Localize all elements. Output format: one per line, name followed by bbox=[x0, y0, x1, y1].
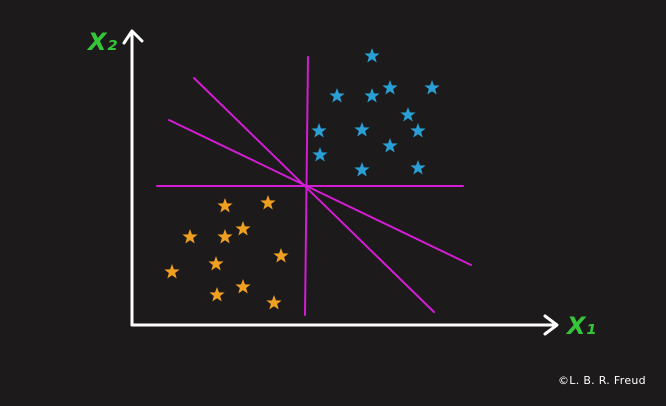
star-icon bbox=[354, 122, 370, 137]
star-icon bbox=[364, 48, 380, 63]
class-a-points bbox=[311, 48, 440, 177]
star-icon bbox=[182, 229, 198, 244]
star-icon bbox=[217, 229, 233, 244]
x2-axis-label: X₂ bbox=[86, 28, 118, 56]
star-icon bbox=[382, 80, 398, 95]
star-icon bbox=[410, 123, 426, 138]
star-icon bbox=[382, 138, 398, 153]
star-icon bbox=[208, 256, 224, 271]
star-icon bbox=[354, 162, 370, 177]
class-b-points bbox=[164, 195, 289, 310]
separating-lines bbox=[156, 56, 472, 316]
x1-axis-label: X₁ bbox=[565, 312, 596, 340]
star-icon bbox=[235, 279, 251, 294]
diagonal-line-shallow bbox=[168, 119, 472, 266]
diagonal-line-steep bbox=[193, 77, 435, 313]
star-icon bbox=[217, 198, 233, 213]
x2-arrowhead bbox=[122, 29, 144, 45]
star-icon bbox=[273, 248, 289, 263]
star-icon bbox=[164, 264, 180, 279]
star-icon bbox=[266, 295, 282, 310]
axes bbox=[122, 29, 559, 336]
star-icon bbox=[260, 195, 276, 210]
star-icon bbox=[424, 80, 440, 95]
star-icon bbox=[312, 147, 328, 162]
star-icon bbox=[235, 221, 251, 236]
star-icon bbox=[209, 287, 225, 302]
star-icon bbox=[400, 107, 416, 122]
x1-arrowhead bbox=[543, 314, 559, 336]
star-icon bbox=[364, 88, 380, 103]
star-icon bbox=[329, 88, 345, 103]
star-icon bbox=[311, 123, 327, 138]
credit-text: ©L. B. R. Freud bbox=[558, 374, 646, 387]
star-icon bbox=[410, 160, 426, 175]
